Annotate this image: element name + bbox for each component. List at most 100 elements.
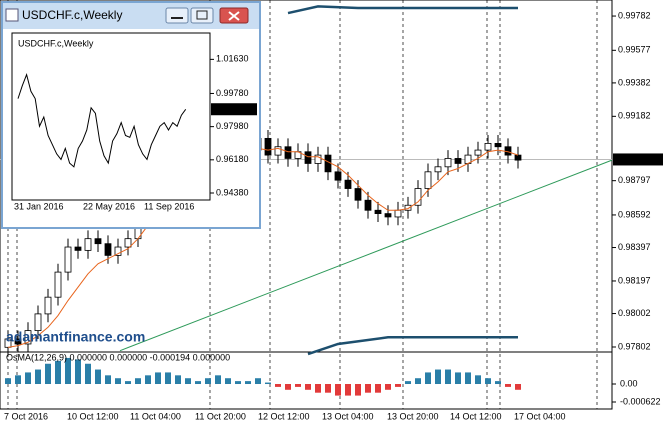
osma-bar — [275, 384, 281, 387]
osma-bar — [255, 378, 261, 385]
osma-bar — [295, 384, 301, 387]
inset-window[interactable]: USDCHF.c,Weekly USDCHF.c,Weekly 1.01630 0… — [1, 1, 261, 229]
inset-price-tick-label: 1.01630 — [216, 54, 249, 64]
candle-body — [344, 179, 352, 189]
inset-chart-label: USDCHF.c,Weekly — [18, 38, 94, 48]
price-tick-label: 0.98197 — [618, 275, 651, 285]
candle-body — [24, 330, 32, 345]
price-tick-label: 0.99782 — [618, 10, 651, 20]
osma-bar — [5, 378, 11, 385]
osma-bar — [265, 382, 271, 385]
candle-body — [384, 213, 392, 218]
price-tick-label: 0.99182 — [618, 111, 651, 121]
inset-plot — [11, 32, 211, 201]
osma-bar — [225, 378, 231, 385]
upper-band — [287, 5, 518, 15]
osma-bar — [445, 369, 451, 385]
candle-body — [124, 238, 132, 248]
time-label: 10 Oct 12:00 — [67, 411, 119, 421]
minimize-button[interactable] — [165, 7, 189, 24]
candle-body — [54, 271, 62, 298]
candle-body — [404, 204, 412, 211]
candle-body — [414, 188, 422, 206]
osma-bar — [185, 378, 191, 385]
lower-band — [307, 336, 518, 356]
osma-bar — [315, 384, 321, 393]
candle-body — [394, 209, 402, 218]
price-tick-label: 0.98397 — [618, 242, 651, 252]
osma-bar — [245, 381, 251, 385]
osma-bar — [515, 384, 521, 390]
candle-body — [114, 246, 122, 256]
inset-price-tick-label: 0.99780 — [216, 88, 249, 98]
price-tick-label: 0.99577 — [618, 45, 651, 55]
candle-body — [274, 146, 282, 156]
candle-body — [364, 199, 372, 211]
osma-bar — [405, 381, 411, 385]
time-label: 13 Oct 20:00 — [387, 411, 439, 421]
osma-bar — [75, 359, 81, 385]
osma-pane: 0.00 -0.000622 — [5, 357, 661, 406]
inset-price-tick-label: 0.96180 — [216, 154, 249, 164]
close-icon — [228, 11, 240, 21]
osma-bar — [335, 384, 341, 396]
osma-bar — [305, 384, 311, 390]
osma-bar — [435, 369, 441, 385]
osma-bar — [345, 384, 351, 396]
inset-price-tick-label: 0.94380 — [216, 187, 249, 197]
osma-bar — [215, 375, 221, 385]
osma-bar — [55, 360, 61, 385]
osma-bar — [285, 384, 291, 390]
candle-body — [304, 151, 312, 164]
price-tick-label: 0.98797 — [618, 175, 651, 185]
osma-bar — [395, 384, 401, 387]
osma-bar — [375, 384, 381, 393]
price-tick-label: 0.99382 — [618, 77, 651, 87]
candle-body — [284, 146, 292, 159]
osma-bar — [105, 375, 111, 385]
candle-body — [64, 246, 72, 273]
osma-bar — [465, 372, 471, 385]
candle-body — [334, 171, 342, 181]
inset-time-label: 11 Sep 2016 — [144, 201, 194, 211]
restore-button[interactable] — [190, 7, 214, 24]
osma-tick-label: -0.000622 — [620, 396, 661, 406]
candle-body — [84, 238, 92, 251]
candle-body — [104, 243, 112, 256]
osma-bar — [325, 384, 331, 393]
window-title: USDCHF.c,Weekly — [22, 8, 122, 22]
osma-bar — [25, 372, 31, 385]
osma-bar — [415, 378, 421, 385]
watermark: adamantfinance.com — [6, 329, 145, 345]
time-label: 7 Oct 2016 — [4, 411, 48, 421]
candle-body — [354, 188, 362, 201]
candle-body — [444, 158, 452, 168]
osma-bar — [95, 369, 101, 385]
osma-bar — [205, 378, 211, 385]
trend-line — [119, 159, 613, 352]
osma-bar — [165, 372, 171, 385]
osma-bar — [135, 378, 141, 385]
candle-body — [74, 246, 82, 251]
candle-body — [324, 154, 332, 173]
candle-body — [434, 166, 442, 173]
candle-body — [314, 154, 322, 164]
candle-body — [34, 313, 42, 332]
candle-body — [94, 238, 102, 245]
osma-bar — [485, 378, 491, 385]
osma-bar — [175, 375, 181, 385]
time-label: 12 Oct 12:00 — [258, 411, 310, 421]
osma-bar — [355, 384, 361, 396]
time-label: 17 Oct 04:00 — [514, 411, 566, 421]
osma-bar — [145, 375, 151, 385]
inset-time-label: 31 Jan 2016 — [14, 201, 64, 211]
osma-bar — [15, 375, 21, 385]
osma-label: OsMA(12,26,9) 0.000000 0.000000 -0.00019… — [6, 352, 230, 362]
candle-body — [264, 137, 272, 156]
window-titlebar[interactable] — [3, 3, 259, 29]
osma-bar — [85, 363, 91, 385]
time-label: 14 Oct 12:00 — [450, 411, 502, 421]
candle-body — [514, 154, 522, 161]
osma-bar — [235, 381, 241, 385]
